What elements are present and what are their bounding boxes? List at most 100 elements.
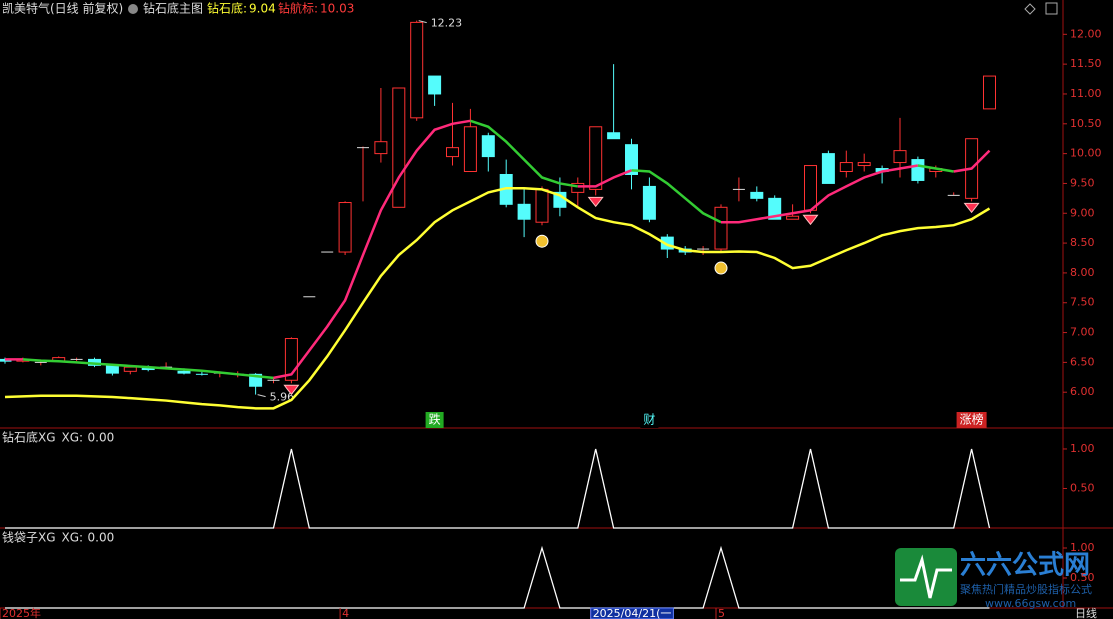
x-axis-label: 4	[342, 607, 349, 619]
diamond-signal	[802, 214, 819, 226]
y-tick-label: 11.50	[1070, 57, 1102, 70]
candle	[589, 126, 603, 196]
candle-body	[660, 236, 674, 250]
candle-body	[123, 366, 137, 372]
x-axis-label: 5	[718, 607, 725, 619]
candle	[499, 159, 513, 208]
candle-body	[571, 182, 585, 193]
candle-body	[392, 87, 406, 208]
candle-body	[428, 75, 442, 95]
ma-line	[631, 169, 722, 224]
readout-value: 9.04	[249, 2, 276, 16]
candle-body	[750, 191, 764, 199]
candle-body	[821, 153, 835, 184]
ma-line	[470, 119, 579, 188]
candle	[714, 204, 728, 253]
candle	[786, 204, 800, 220]
logo: 六六公式网 聚焦热门精品炒股指标公式 www.66gsw.com	[895, 548, 1092, 610]
diamond-signal	[587, 196, 604, 208]
y-tick-label: 0.50	[1070, 481, 1095, 494]
ma-line	[273, 119, 471, 380]
logo-pulse	[900, 554, 952, 599]
toolbar-icon[interactable]	[1024, 3, 1036, 15]
candle	[821, 150, 835, 184]
candle-body	[589, 126, 603, 190]
ma-line	[577, 169, 632, 188]
candle	[875, 165, 889, 184]
candle-body	[177, 370, 191, 374]
candle	[697, 246, 710, 256]
candle-body	[768, 197, 782, 220]
candle	[535, 186, 549, 226]
x-axis-label: 2025/04/21(一	[593, 607, 672, 619]
diamond-signal	[283, 384, 300, 396]
toolbar-icon[interactable]	[1045, 2, 1058, 15]
readout-name: 钻航标:	[278, 1, 318, 16]
logo-slogan: 聚焦热门精品炒股指标公式	[960, 582, 1092, 596]
logo-url: www.66gsw.com	[985, 597, 1076, 610]
ma-line	[721, 164, 919, 224]
readout-value: 0.00	[88, 531, 115, 545]
indicator-name: 钻石底主图	[143, 1, 203, 16]
candle-body	[374, 141, 388, 155]
candle	[446, 102, 459, 166]
y-tick-label: 7.00	[1070, 326, 1095, 339]
candle	[571, 177, 585, 208]
cursor-date-box	[590, 607, 674, 619]
candle	[911, 156, 925, 184]
candle	[625, 138, 638, 190]
candle-body	[249, 373, 263, 387]
candle	[374, 88, 388, 163]
candle	[947, 192, 960, 196]
y-tick-label: 10.00	[1070, 147, 1102, 160]
tag-box	[640, 412, 659, 428]
y-tick-label: 8.00	[1070, 266, 1095, 279]
candle-body	[105, 364, 119, 374]
candle	[267, 377, 280, 384]
x-axis-label: 2025年	[2, 606, 41, 619]
candle-body	[607, 132, 621, 140]
readout-value: 0.00	[88, 431, 115, 445]
candle	[732, 177, 745, 202]
candle	[642, 177, 656, 223]
candle-body	[839, 162, 853, 173]
y-tick-label: 11.00	[1070, 87, 1102, 100]
pointer	[418, 20, 427, 24]
y-tick-label: 1.00	[1070, 541, 1095, 554]
candle-body	[786, 215, 800, 220]
signal-line	[5, 545, 990, 609]
candle-body	[535, 188, 549, 223]
y-tick-label: 1.00	[1070, 442, 1095, 455]
candle	[517, 189, 531, 238]
bag-signal	[535, 234, 549, 248]
candle	[768, 195, 782, 220]
tag-label: 跌	[429, 412, 441, 427]
ma-line	[22, 358, 274, 380]
candle-body	[642, 185, 656, 220]
candle-body	[446, 147, 459, 158]
candle	[357, 146, 369, 202]
y-tick-label: 7.50	[1070, 296, 1095, 309]
tag-box	[425, 412, 444, 428]
candle-body	[911, 159, 925, 181]
candle-body	[410, 21, 424, 119]
readout-name: 钻石底:	[207, 1, 247, 16]
y-tick-label: 8.50	[1070, 236, 1095, 249]
signal-line	[5, 448, 991, 529]
candle-body	[481, 135, 495, 158]
period-label: 日线	[1075, 606, 1097, 619]
tag-box	[956, 412, 987, 428]
readout-name: XG:	[62, 531, 84, 545]
y-tick-label: 9.00	[1070, 206, 1095, 219]
candle	[857, 153, 871, 172]
candle-body	[625, 144, 638, 175]
menu-icon[interactable]	[128, 4, 138, 14]
y-tick-label: 6.50	[1070, 355, 1095, 368]
high-label: 12.23	[431, 17, 463, 30]
candle	[70, 357, 83, 362]
y-tick-label: 9.50	[1070, 176, 1095, 189]
candle	[481, 132, 495, 172]
tag-label: 涨榜	[960, 412, 984, 427]
logo-name: 六六公式网	[960, 551, 1090, 581]
